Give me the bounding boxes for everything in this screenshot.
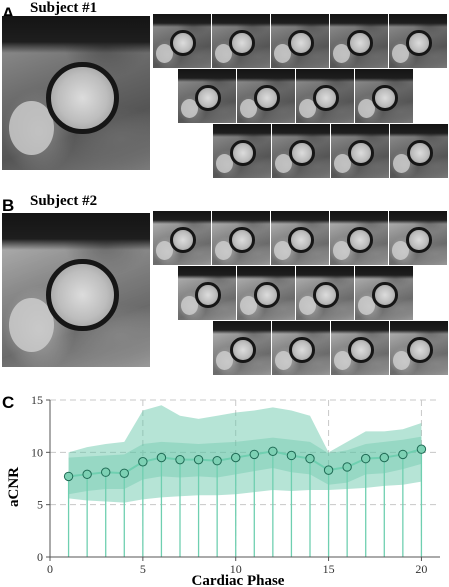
outer-range-band [68, 405, 422, 503]
cardiac-phase-mri-thumbnail [331, 124, 389, 178]
cardiac-phase-mri-thumbnail [330, 14, 388, 68]
cardiac-phase-mri-thumbnail [390, 321, 448, 375]
cardiac-phase-mri-thumbnail [389, 14, 447, 68]
cardiac-phase-mri-thumbnail [237, 69, 295, 123]
y-tick-label: 10 [31, 445, 43, 459]
cardiac-phase-mri-thumbnail [153, 211, 211, 265]
data-point [101, 467, 111, 477]
reference-mri-image [2, 16, 150, 170]
reference-mri-image [2, 213, 150, 367]
data-point [156, 452, 167, 463]
data-point [249, 449, 259, 460]
data-point [323, 465, 334, 475]
cardiac-phase-mri-thumbnail [296, 266, 354, 320]
panel-a-subject-title: Subject #1 [30, 0, 98, 16]
data-point [305, 453, 315, 464]
cardiac-phase-mri-thumbnail [178, 69, 236, 123]
cardiac-phase-mri-thumbnail [213, 124, 271, 178]
cardiac-phase-mri-thumbnail [272, 124, 330, 178]
x-tick-label: 5 [140, 562, 146, 576]
data-points [63, 444, 427, 482]
acnr-chart: 0 5 10 15 0 5 10 15 20 aCNR Cardiac Phase [6, 393, 440, 587]
cardiac-phase-mri-thumbnail [271, 14, 329, 68]
cardiac-phase-mri-thumbnail [212, 14, 270, 68]
y-axis-label: aCNR [6, 467, 22, 507]
cardiac-phase-mri-thumbnail [390, 124, 448, 178]
cardiac-phase-mri-thumbnail [296, 69, 354, 123]
data-point [175, 454, 185, 465]
chart-axes: 0 5 10 15 0 5 10 15 20 [31, 393, 440, 576]
cardiac-phase-mri-thumbnail [153, 14, 211, 68]
data-point [193, 454, 204, 465]
data-point [416, 444, 427, 454]
confidence-bands [68, 405, 422, 503]
x-axis-label: Cardiac Phase [192, 573, 285, 587]
y-tick-label: 0 [37, 550, 43, 564]
data-point [138, 457, 148, 467]
x-tick-label: 10 [230, 562, 242, 576]
x-tick-label: 20 [415, 562, 427, 576]
cardiac-phase-mri-thumbnail [271, 211, 329, 265]
data-point [342, 462, 352, 472]
x-tick-label: 15 [323, 562, 335, 576]
data-point [379, 452, 389, 463]
cardiac-phase-mri-thumbnail [355, 266, 413, 320]
data-point [119, 468, 129, 478]
data-point [361, 453, 371, 464]
data-point [398, 449, 408, 460]
data-stems [67, 449, 423, 557]
panel-c-letter: C [2, 393, 15, 412]
cardiac-phase-mri-thumbnail [330, 211, 388, 265]
cardiac-phase-mri-thumbnail [178, 266, 236, 320]
data-point [268, 446, 278, 456]
panel-b-subject-title: Subject #2 [30, 193, 98, 209]
data-point [82, 469, 92, 480]
y-tick-label: 15 [31, 393, 43, 407]
data-point [212, 456, 222, 466]
data-point [231, 452, 241, 463]
data-point [286, 450, 297, 461]
cardiac-phase-mri-thumbnail [212, 211, 270, 265]
cardiac-phase-mri-thumbnail [213, 321, 271, 375]
cardiac-phase-mri-thumbnail [331, 321, 389, 375]
data-point [63, 471, 74, 482]
x-tick-label: 0 [47, 562, 53, 576]
panel-b-letter: B [2, 196, 15, 215]
y-tick-label: 5 [37, 498, 43, 512]
cardiac-phase-mri-thumbnail [355, 69, 413, 123]
inner-range-band [68, 436, 422, 495]
cardiac-phase-mri-thumbnail [389, 211, 447, 265]
cardiac-phase-mri-thumbnail [237, 266, 295, 320]
cardiac-phase-mri-thumbnail [272, 321, 330, 375]
